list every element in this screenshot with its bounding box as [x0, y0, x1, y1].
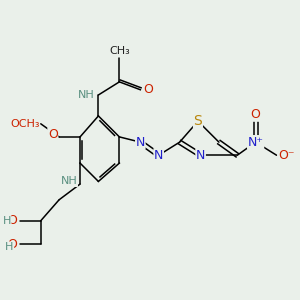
Text: O: O — [48, 128, 58, 141]
Text: N: N — [136, 136, 145, 148]
Text: N⁺: N⁺ — [248, 136, 264, 148]
Text: N: N — [154, 149, 164, 162]
Text: O: O — [143, 83, 153, 96]
Text: H: H — [5, 242, 14, 252]
Text: O⁻: O⁻ — [278, 149, 294, 162]
Text: O: O — [7, 214, 17, 227]
Text: NH: NH — [78, 90, 94, 100]
Text: H: H — [2, 216, 11, 226]
Text: O: O — [251, 108, 261, 121]
Text: O: O — [7, 238, 17, 251]
Text: S: S — [194, 114, 202, 128]
Text: N: N — [196, 149, 205, 162]
Text: OCH₃: OCH₃ — [10, 119, 40, 129]
Text: CH₃: CH₃ — [109, 46, 130, 56]
Text: NH: NH — [61, 176, 77, 186]
